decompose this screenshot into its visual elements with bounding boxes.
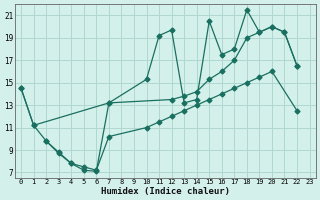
X-axis label: Humidex (Indice chaleur): Humidex (Indice chaleur) [101, 187, 230, 196]
